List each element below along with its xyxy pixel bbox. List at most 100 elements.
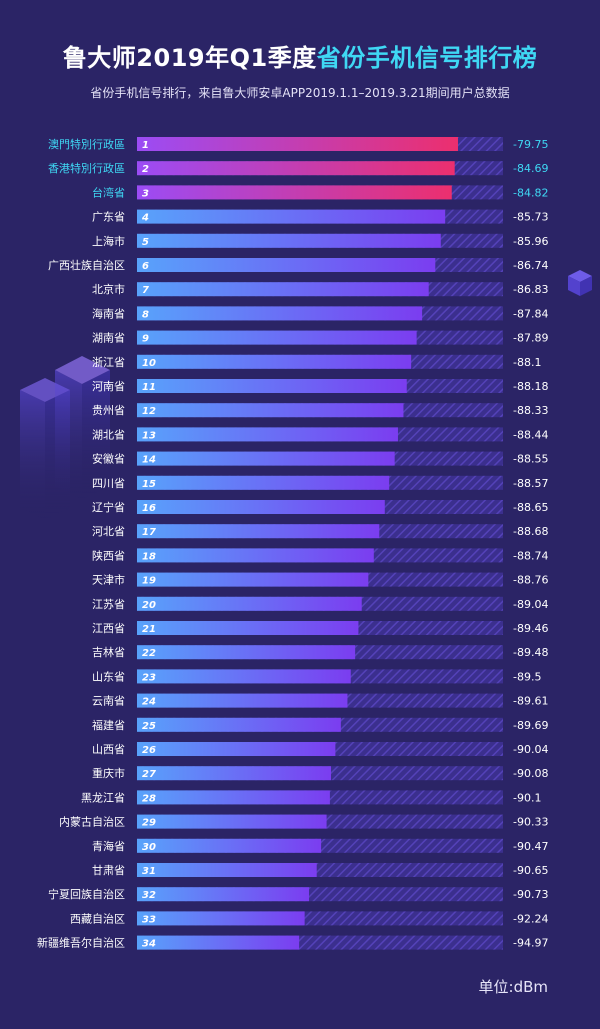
- bar: [137, 766, 331, 781]
- category-label: 广西壮族自治区: [48, 258, 125, 272]
- value-label: -89.04: [513, 598, 548, 611]
- value-label: -89.69: [513, 719, 548, 732]
- rank-label: 31: [142, 866, 156, 877]
- bar: [137, 427, 398, 442]
- category-label: 海南省: [92, 306, 125, 320]
- bar: [137, 451, 395, 466]
- rank-label: 30: [142, 842, 156, 853]
- value-label: -90.04: [513, 743, 548, 756]
- bar-row: 辽宁省 16 -88.65: [92, 500, 548, 514]
- bar-row: 海南省 8 -87.84: [92, 306, 548, 321]
- bar-row: 香港特別行政區 2 -84.69: [48, 161, 548, 176]
- value-label: -87.84: [513, 307, 548, 320]
- value-label: -88.68: [513, 525, 548, 538]
- category-label: 四川省: [92, 477, 125, 490]
- bar-row: 广西壮族自治区 6 -86.74: [48, 258, 548, 272]
- bar-row: 浙江省 10 -88.1: [92, 354, 541, 369]
- value-label: -84.69: [513, 162, 548, 175]
- bar-row: 新疆维吾尔自治区 34 -94.97: [37, 935, 548, 950]
- page-title: 鲁大师2019年Q1季度省份手机信号排行榜: [0, 38, 600, 73]
- bar-row: 宁夏回族自治区 32 -90.73: [48, 887, 548, 902]
- category-label: 山东省: [92, 670, 125, 683]
- value-label: -94.97: [513, 937, 548, 950]
- bar-row: 湖北省 13 -88.44: [92, 427, 548, 442]
- rank-label: 28: [142, 793, 156, 804]
- category-label: 甘肃省: [92, 864, 125, 877]
- rank-label: 32: [142, 890, 156, 901]
- bar-row: 河南省 11 -88.18: [92, 379, 548, 393]
- rank-label: 11: [142, 382, 156, 393]
- bar-row: 江西省 21 -89.46: [92, 621, 548, 635]
- rank-label: 18: [142, 551, 156, 562]
- title-highlight: 省份手机信号排行榜: [316, 44, 538, 72]
- bar: [137, 911, 305, 926]
- bar-row: 广东省 4 -85.73: [92, 209, 548, 224]
- value-label: -87.89: [513, 332, 548, 345]
- bar-row: 澳門特別行政區 1 -79.75: [48, 137, 548, 151]
- value-label: -86.74: [513, 259, 548, 272]
- bar-row: 山东省 23 -89.5: [92, 669, 541, 684]
- bar: [137, 887, 310, 902]
- bar-row: 北京市 7 -86.83: [92, 282, 548, 297]
- rank-label: 16: [142, 503, 156, 514]
- category-label: 山西省: [92, 743, 125, 756]
- rank-label: 20: [142, 600, 156, 611]
- bar-row: 江苏省 20 -89.04: [92, 596, 548, 611]
- value-label: -90.08: [513, 767, 548, 780]
- page-subtitle: 省份手机信号排行，来自鲁大师安卓APP2019.1.1–2019.3.21期间用…: [90, 86, 510, 100]
- value-label: -89.48: [513, 646, 548, 659]
- value-label: -88.44: [513, 428, 548, 441]
- category-label: 湖南省: [92, 332, 125, 345]
- bar: [137, 524, 380, 539]
- bar: [137, 548, 374, 563]
- rank-label: 5: [142, 237, 149, 248]
- unit-label: 单位:dBm: [478, 978, 548, 996]
- rank-label: 26: [142, 745, 156, 756]
- rank-label: 3: [142, 188, 149, 199]
- bar: [137, 306, 423, 321]
- rank-label: 7: [142, 285, 149, 296]
- value-label: -90.33: [513, 816, 548, 829]
- bar: [137, 863, 317, 877]
- category-label: 西藏自治区: [70, 911, 125, 925]
- rank-label: 33: [142, 914, 156, 925]
- bar: [137, 233, 441, 248]
- value-label: -89.46: [513, 622, 548, 635]
- category-label: 台湾省: [92, 185, 125, 199]
- category-label: 安徽省: [92, 452, 125, 466]
- rank-label: 21: [142, 624, 156, 635]
- bar-row: 西藏自治区 33 -92.24: [70, 911, 548, 926]
- rank-label: 23: [142, 672, 156, 683]
- rank-label: 19: [142, 576, 156, 587]
- category-label: 香港特別行政區: [48, 161, 125, 175]
- bar: [137, 403, 404, 418]
- bar: [137, 500, 385, 514]
- category-label: 吉林省: [92, 645, 125, 659]
- rank-label: 13: [142, 430, 156, 441]
- category-label: 澳門特別行政區: [48, 137, 125, 151]
- category-label: 北京市: [92, 282, 125, 296]
- value-label: -84.82: [513, 186, 548, 199]
- bar: [137, 814, 327, 829]
- rank-label: 22: [142, 648, 156, 659]
- bar-row: 云南省 24 -89.61: [92, 693, 548, 708]
- rank-label: 4: [141, 213, 149, 224]
- bar: [137, 596, 362, 611]
- bar: [137, 935, 300, 950]
- bar-row: 山西省 26 -90.04: [92, 742, 548, 756]
- bar-row: 湖南省 9 -87.89: [92, 330, 548, 345]
- bar: [137, 185, 452, 200]
- category-label: 重庆市: [92, 766, 125, 780]
- category-label: 黑龙江省: [81, 791, 125, 804]
- value-label: -88.74: [513, 549, 548, 562]
- value-label: -85.73: [513, 211, 548, 224]
- bar-row: 天津市 19 -88.76: [92, 572, 548, 587]
- category-label: 内蒙古自治区: [59, 815, 125, 829]
- category-label: 福建省: [92, 718, 125, 732]
- bar-row: 安徽省 14 -88.55: [92, 451, 548, 466]
- value-label: -86.83: [513, 283, 548, 296]
- value-label: -88.76: [513, 574, 548, 587]
- rank-label: 34: [142, 939, 156, 950]
- value-label: -88.1: [513, 356, 541, 369]
